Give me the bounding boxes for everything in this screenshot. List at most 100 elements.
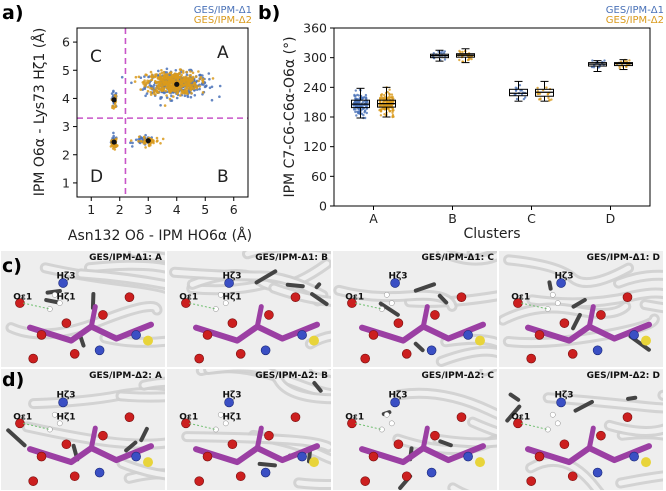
scatter-point <box>150 84 153 88</box>
scatter-point <box>176 73 180 76</box>
box-xtick-label: C <box>527 211 536 226</box>
nitrogen-atom <box>629 330 639 340</box>
scatter-point <box>160 96 163 99</box>
box-point <box>380 96 384 100</box>
scatter-point <box>208 86 212 90</box>
side-chain <box>378 301 400 317</box>
oxygen-atom <box>98 310 108 320</box>
side-chain <box>571 297 587 309</box>
scatter-point <box>186 87 189 91</box>
scatter-point <box>160 69 163 72</box>
scatter-point <box>137 75 141 79</box>
oxygen-atom <box>264 310 274 320</box>
molecular-image: GES/IPM-Δ1: D Oε1 Hζ3 <box>498 250 664 368</box>
side-chain <box>413 282 437 293</box>
scatter-point <box>201 79 205 82</box>
scatter-point <box>143 75 146 78</box>
hydrogen-atom <box>212 426 219 433</box>
box-xlabel: Clusters <box>464 226 521 242</box>
panel-label-b: b) <box>258 2 280 24</box>
box-point <box>514 86 517 89</box>
hydrogen-bond <box>521 302 548 310</box>
nitrogen-atom <box>58 397 68 408</box>
sulfur-atom <box>143 457 153 468</box>
scatter-point <box>175 75 179 78</box>
scatter-point <box>174 69 178 72</box>
molecular-image-rows: GES/IPM-Δ1: A Oε1 Hζ3 Hζ1 GES/IPM-Δ1: B Oε1 Hζ… <box>0 250 664 491</box>
scatter-point <box>185 91 188 95</box>
sulfur-atom <box>475 457 485 468</box>
scatter-point <box>142 80 145 84</box>
nitrogen-atom <box>592 345 603 356</box>
hydrogen-atom <box>56 420 63 427</box>
ribbon-highlight <box>8 303 160 337</box>
box-point <box>522 97 526 101</box>
scatter-point <box>184 75 187 79</box>
oxygen-atom <box>235 349 246 359</box>
scatter-point <box>185 73 189 77</box>
scatter-point <box>211 77 215 80</box>
nitrogen-atom <box>131 330 141 340</box>
scatter-point <box>153 75 156 79</box>
scatter-point <box>171 86 175 90</box>
oxygen-atom <box>456 412 467 423</box>
panel-label-d: d) <box>2 369 24 391</box>
sulfur-atom <box>309 457 319 468</box>
box-point <box>443 58 447 61</box>
scatter-point <box>172 95 175 98</box>
nitrogen-atom <box>463 451 473 462</box>
nitrogen-atom <box>94 467 105 478</box>
nitrogen-atom <box>260 345 271 356</box>
oxygen-atom <box>36 330 47 340</box>
ribbon-highlight <box>435 436 498 446</box>
scatter-point <box>165 86 169 89</box>
box-point <box>354 89 357 92</box>
box-point <box>388 96 391 99</box>
scatter-point <box>114 103 117 106</box>
atom-label: Oε1 <box>13 413 32 423</box>
oxygen-atom <box>393 318 404 328</box>
scatter-point <box>201 74 204 77</box>
nitrogen-atom <box>224 278 234 288</box>
oxygen-atom <box>290 412 301 423</box>
ribbon-highlight <box>616 272 664 286</box>
scatter-point <box>149 87 152 90</box>
hydrogen-atom <box>217 411 224 418</box>
scatter-point <box>169 75 172 78</box>
atom-label: Hζ3 <box>388 391 407 401</box>
scatter-point <box>152 83 156 87</box>
scatter-point <box>162 70 166 74</box>
hydrogen-atom <box>554 420 561 427</box>
oxygen-atom <box>28 353 39 364</box>
scatter-point <box>179 94 182 97</box>
cluster-centroid <box>111 139 117 145</box>
cluster-centroid <box>111 97 117 103</box>
scatter-point <box>129 139 133 142</box>
scatter-point <box>171 84 174 88</box>
side-chain <box>508 392 521 402</box>
nitrogen-atom <box>297 330 307 340</box>
box-ytick-label: 240 <box>303 80 327 95</box>
scatter-point <box>191 71 195 75</box>
oxygen-atom <box>430 430 440 441</box>
molecular-image: GES/IPM-Δ2: D Oε1 Hζ3 <box>498 368 664 491</box>
scatter-point <box>157 76 161 80</box>
oxygen-atom <box>360 476 371 486</box>
side-chain <box>124 440 138 453</box>
image-title: GES/IPM-Δ1: A <box>89 253 162 263</box>
sulfur-atom <box>475 335 485 346</box>
hydrogen-atom <box>56 300 63 306</box>
box-point <box>537 92 540 96</box>
oxygen-atom <box>227 318 238 328</box>
scatter-point <box>152 92 156 95</box>
scatter-point <box>155 140 159 143</box>
scatter-point <box>174 90 177 93</box>
nitrogen-atom <box>131 451 141 462</box>
atom-label: Oε1 <box>179 293 198 303</box>
image-border <box>166 250 332 368</box>
region-label-a: A <box>217 43 229 63</box>
scatter-point <box>198 73 201 77</box>
hydrogen-atom <box>46 426 53 433</box>
hydrogen-atom <box>549 291 556 298</box>
scatter-point <box>189 70 192 73</box>
